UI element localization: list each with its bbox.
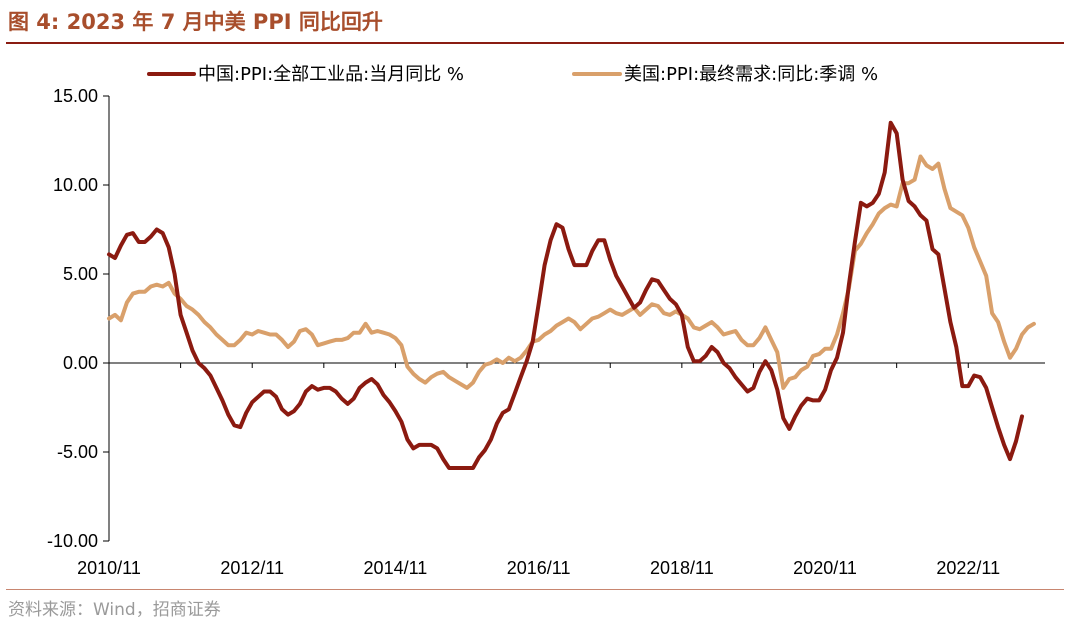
x-tick-label: 2018/11 (650, 558, 714, 578)
x-tick-label: 2016/11 (507, 558, 571, 578)
title-rule (6, 42, 1064, 44)
y-tick-label: 5.00 (63, 264, 98, 284)
x-axis: 2010/11 2012/11 2014/11 2016/11 2018/11 2020/… (77, 362, 1045, 578)
legend-label-china: 中国:PPI:全部工业品:当月同比 % (198, 64, 464, 85)
legend: 中国:PPI:全部工业品:当月同比 % 美国:PPI:最终需求:同比:季调 % (147, 64, 878, 85)
legend-label-us: 美国:PPI:最终需求:同比:季调 % (624, 64, 878, 85)
x-tick-label: 2012/11 (220, 558, 284, 578)
y-tick-label: -10.00 (47, 531, 98, 551)
y-axis: 15.00 10.00 5.00 0.00 -5.00 -10.00 (47, 86, 110, 551)
source-rule (6, 589, 1064, 590)
figure-title: 图 4: 2023 年 7 月中美 PPI 同比回升 (8, 10, 383, 34)
series-line-us-ppi (107, 154, 1036, 390)
y-tick-label: -5.00 (57, 442, 98, 462)
y-tick-label: 10.00 (53, 175, 98, 195)
source-note: 资料来源：Wind，招商证券 (8, 600, 221, 620)
y-tick-label: 15.00 (53, 86, 98, 106)
x-tick-label: 2020/11 (793, 558, 857, 578)
ppi-line-chart: 中国:PPI:全部工业品:当月同比 % 美国:PPI:最终需求:同比:季调 % … (47, 64, 1045, 578)
series-layer (107, 120, 1036, 470)
x-tick-label: 2010/11 (77, 558, 141, 578)
series-line-china-ppi (107, 120, 1024, 470)
x-tick-label: 2014/11 (364, 558, 428, 578)
y-tick-label: 0.00 (63, 353, 98, 373)
x-tick-label: 2022/11 (936, 558, 1000, 578)
